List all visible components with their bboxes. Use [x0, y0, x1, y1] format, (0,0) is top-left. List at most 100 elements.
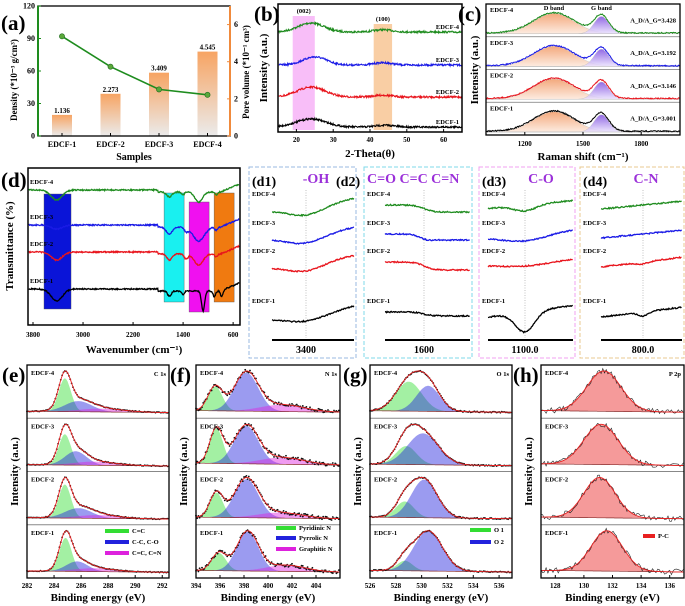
bar-data-label: 4.545	[200, 44, 216, 52]
data-point	[317, 515, 320, 518]
component-fill-c-c-c-o	[27, 451, 169, 466]
fit-envelope	[195, 370, 340, 413]
component-fill-pyrrolic-n	[196, 372, 340, 413]
data-point	[331, 572, 334, 575]
legend-swatch	[470, 528, 491, 532]
data-point	[322, 461, 325, 464]
legend-label: Pyridinic N	[299, 525, 331, 532]
data-point	[321, 518, 323, 521]
series-label: EDCF-4	[482, 191, 506, 198]
series-label: EDCF-3	[367, 220, 391, 227]
panel-frame-g	[369, 364, 513, 579]
density-line	[61, 35, 208, 96]
x-tick-label: 404	[311, 582, 322, 590]
data-point	[331, 462, 334, 464]
x-tick-label: 398	[239, 582, 250, 590]
y-axis-title-right: Pore volume (*10⁻¹ cm³)	[241, 25, 251, 119]
series-label: EDCF-1	[545, 530, 568, 537]
data-point	[301, 565, 304, 567]
series-label: EDCF-2	[367, 248, 390, 255]
x-tick-label: 394	[191, 582, 202, 590]
series-label: EDCF-4	[545, 370, 569, 377]
ftir-curve-edcf-1	[28, 282, 240, 314]
legend-label: P-C	[658, 533, 669, 540]
component-fill-pyrrolic-n	[196, 531, 340, 572]
x-tick-label: 60	[440, 136, 448, 144]
y-axis-title: Intensity (a.u.)	[258, 33, 270, 102]
inset-tick-label: 1600	[414, 345, 434, 356]
core-level-label: N 1s	[325, 371, 338, 378]
series-label: EDCF-3	[490, 40, 514, 47]
component-fill-c-c	[27, 378, 169, 413]
highlight-band	[373, 24, 393, 130]
component-fill-o-1	[370, 501, 512, 519]
component-fill-o-2	[370, 530, 512, 572]
density-point	[59, 33, 65, 40]
ftir-curve-edcf-4	[28, 183, 240, 204]
series-label: EDCF-2	[545, 477, 568, 484]
y-tick-label-left: 60	[27, 67, 35, 76]
x-tick-label: 134	[636, 582, 647, 590]
data-point	[276, 457, 279, 459]
x-tick-label: 1500	[576, 140, 591, 148]
series-label: EDCF-4	[583, 191, 607, 198]
component-fill-pyridinic-n	[196, 553, 340, 572]
x-tick-label: 290	[130, 582, 141, 590]
component-fill-c-c	[27, 434, 169, 466]
x-tick-label: 534	[468, 582, 479, 590]
data-point	[306, 513, 309, 516]
component-fill-c-c	[27, 484, 169, 520]
data-point	[294, 514, 297, 517]
data-point	[300, 407, 303, 410]
series-label: EDCF-4	[367, 191, 391, 198]
band-name-label: D band	[544, 5, 565, 12]
data-point	[334, 462, 337, 465]
legend-swatch	[105, 540, 129, 544]
data-point	[198, 462, 201, 464]
series-label: EDCF-1	[30, 278, 53, 285]
component-fill-o-1	[370, 381, 512, 413]
x-category-label: EDCF-1	[48, 140, 76, 149]
legend-swatch	[105, 529, 129, 533]
xrd-curve-edcf-1	[278, 116, 462, 130]
series-label: EDCF-3	[545, 423, 569, 430]
x-tick-label: 130	[579, 582, 590, 590]
data-point	[287, 565, 290, 568]
data-point	[311, 514, 314, 516]
legend-swatch	[470, 540, 491, 544]
x-category-label: EDCF-4	[193, 140, 221, 149]
inset-title: C-O	[528, 172, 554, 187]
inset-curve-edcf-1	[271, 305, 355, 324]
x-tick-label: 136	[664, 582, 675, 590]
fit-envelope	[27, 530, 169, 573]
inset-curve-edcf-3	[271, 226, 355, 245]
fit-envelope	[541, 477, 684, 520]
ratio-value: 3.001	[661, 116, 676, 123]
component-fill-p-c	[541, 477, 684, 519]
x-tick-label: 526	[365, 582, 376, 590]
raw-spectrum	[540, 474, 684, 522]
x-tick-label: 292	[157, 582, 168, 590]
data-point	[309, 406, 311, 409]
fit-envelope	[370, 477, 512, 520]
inset-curve-edcf-4	[272, 197, 355, 218]
data-point	[267, 395, 269, 398]
data-point	[277, 454, 280, 457]
data-point	[301, 405, 304, 407]
band-label: (002)	[297, 8, 311, 15]
panel-label-d: (d)	[1, 168, 27, 192]
data-point	[322, 515, 325, 518]
data-point	[301, 457, 304, 460]
ratio-value: 3.428	[661, 17, 676, 24]
component-fill-c-c-c-o	[27, 561, 169, 573]
data-point	[268, 449, 271, 452]
data-point	[317, 463, 320, 466]
fit-envelope	[195, 477, 340, 520]
legend-swatch	[276, 536, 296, 540]
y-axis-title: Intensity (a.u.)	[9, 437, 21, 506]
data-point	[198, 516, 201, 519]
fit-envelope	[27, 370, 169, 414]
fit-envelope	[27, 423, 169, 467]
data-point	[305, 568, 308, 571]
